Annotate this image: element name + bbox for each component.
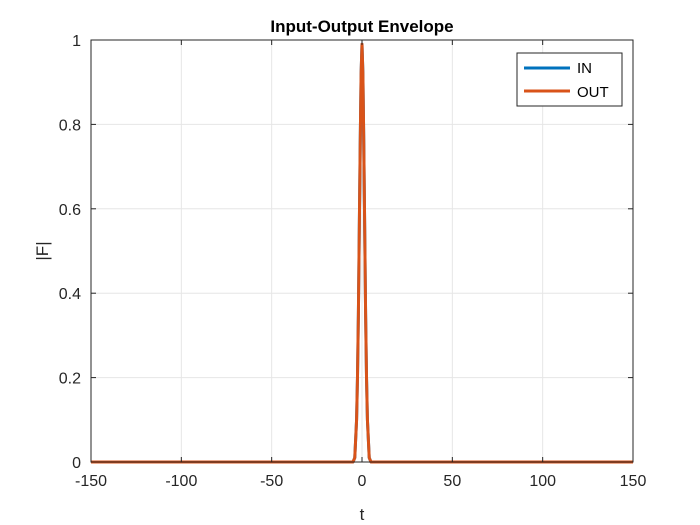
x-tick-label: 150 xyxy=(620,473,647,490)
y-axis-label: |F| xyxy=(33,241,52,260)
y-tick-label: 0.6 xyxy=(59,202,81,219)
x-tick-label: -100 xyxy=(165,473,197,490)
x-tick-label: 50 xyxy=(443,473,461,490)
y-tick-label: 0.4 xyxy=(59,286,81,303)
legend-label-in: IN xyxy=(577,60,592,77)
tick-marks xyxy=(90,39,634,463)
x-tick-label: 0 xyxy=(358,473,367,490)
x-tick-label: -150 xyxy=(75,473,107,490)
y-tick-label: 1 xyxy=(72,33,81,50)
y-tick-label: 0.8 xyxy=(59,117,81,134)
y-tick-label: 0 xyxy=(72,455,81,472)
legend: IN OUT xyxy=(516,52,623,107)
chart-title: Input-Output Envelope xyxy=(270,17,453,36)
legend-label-out: OUT xyxy=(577,84,609,101)
y-tick-labels: 0 0.2 0.4 0.6 0.8 1 xyxy=(59,33,81,472)
y-tick-label: 0.2 xyxy=(59,371,81,388)
x-tick-labels: -150 -100 -50 0 50 100 150 xyxy=(75,473,646,490)
x-tick-label: -50 xyxy=(260,473,283,490)
x-tick-label: 100 xyxy=(529,473,556,490)
x-axis-label: t xyxy=(360,505,365,524)
legend-box xyxy=(516,52,623,107)
